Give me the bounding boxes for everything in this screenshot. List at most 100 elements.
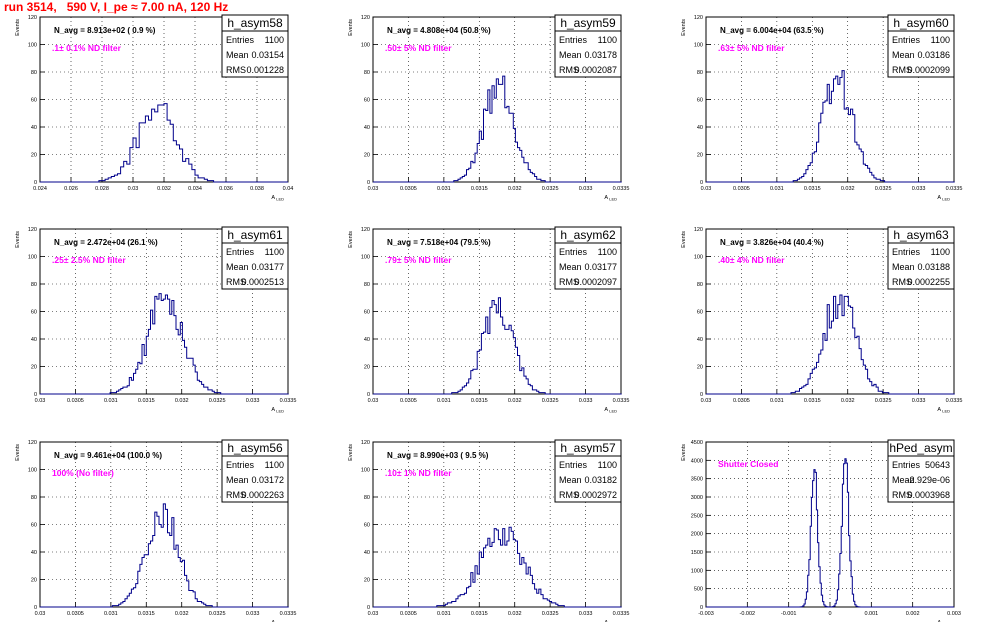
filter-label: .79± 5% ND filter (385, 255, 452, 265)
stat-key: RMS (892, 65, 912, 75)
x-axis-label: A LED (937, 407, 950, 414)
y-tick-label: 60 (697, 98, 703, 104)
y-tick-label: 100 (361, 255, 370, 261)
stat-value: 0.0002513 (241, 277, 284, 287)
y-tick-label: 60 (364, 523, 370, 529)
stat-key: Mean (226, 475, 249, 485)
x-tick-label: 0.038 (250, 186, 264, 192)
histogram-name: hPed_asym (889, 441, 952, 455)
x-tick-label: 0.03 (368, 398, 379, 404)
histogram-line (40, 503, 289, 608)
histogram-panel-h_asym58: 0 20 40 60 80 100 120 Events 0.024 0.026 0.028 0.03… (15, 14, 293, 202)
x-tick-label: 0.032 (157, 186, 171, 192)
stat-value: 0.03186 (917, 50, 950, 60)
x-tick-label: 0.0325 (875, 398, 892, 404)
x-tick-label: 0.002 (906, 611, 920, 617)
histogram-panel-h_asym63: 0 20 40 60 80 100 120 Events 0.03 0.0305 0.031 0.03… (681, 226, 962, 414)
x-axis-label: A LED (271, 195, 284, 202)
x-tick-label: 0.0325 (875, 186, 892, 192)
x-axis-label: A LED (604, 195, 617, 202)
stat-key: Entries (892, 460, 921, 470)
n-avg-label: N_avg = 4.808e+04 (50.8 %) (387, 26, 491, 35)
y-tick-label: 120 (361, 440, 370, 446)
x-tick-label: 0.03 (701, 186, 712, 192)
y-tick-label: 120 (694, 227, 703, 233)
y-tick-label: 3000 (691, 495, 703, 501)
stats-box (554, 226, 622, 290)
stat-key: Entries (559, 247, 588, 257)
histogram-name: h_asym61 (227, 228, 283, 242)
y-tick-label: 120 (361, 227, 370, 233)
y-tick-label: 60 (364, 98, 370, 104)
x-tick-label: 0.0305 (400, 398, 417, 404)
histogram-panel-h_asym56: 0 20 40 60 80 100 120 Events 0.03 0.0305 0.031 0.03… (15, 439, 297, 622)
y-tick-label: 100 (694, 43, 703, 49)
x-tick-label: 0.03 (35, 611, 46, 617)
histogram-line (40, 103, 288, 183)
y-tick-label: 20 (364, 578, 370, 584)
filter-label: .25± 2.5% ND filter (52, 255, 126, 265)
x-tick-label: 0.0335 (613, 186, 630, 192)
x-tick-label: 0.033 (912, 398, 926, 404)
stat-value: 1100 (931, 35, 950, 45)
n-avg-label: N_avg = 2.472e+04 (26.1 %) (54, 238, 158, 247)
x-tick-label: -0.001 (781, 611, 797, 617)
y-tick-label: 0 (34, 392, 37, 398)
x-tick-label: 0.024 (33, 186, 47, 192)
histogram-panel-h_asym62: 0 20 40 60 80 100 120 Events 0.03 0.0305 0.031 0.03… (348, 226, 629, 414)
x-tick-label: 0.032 (841, 398, 855, 404)
y-axis-label: Events (348, 231, 354, 248)
x-tick-label: 0.0335 (280, 611, 297, 617)
histogram-panel-h_asym57: 0 20 40 60 80 100 120 Events 0.03 0.0305 0.031 0.03… (348, 439, 629, 622)
stats-box (221, 439, 289, 503)
y-tick-label: 20 (697, 153, 703, 159)
y-tick-label: 40 (697, 125, 703, 131)
x-tick-label: 0.003 (947, 611, 961, 617)
x-tick-label: 0.033 (579, 398, 593, 404)
stat-key: Mean (559, 262, 582, 272)
stat-value: 0.0002972 (574, 490, 617, 500)
y-tick-label: 80 (364, 495, 370, 501)
filter-label: .50± 5% ND filter (385, 43, 452, 53)
x-tick-label: 0.0315 (138, 398, 155, 404)
histogram-line (706, 458, 954, 608)
stat-value: 1100 (265, 460, 284, 470)
y-axis-label: Events (15, 19, 21, 36)
x-tick-label: 0.026 (64, 186, 78, 192)
stat-value: 1100 (598, 460, 617, 470)
x-tick-label: -0.002 (740, 611, 756, 617)
x-tick-label: 0.0335 (280, 398, 297, 404)
y-tick-label: 60 (697, 310, 703, 316)
x-tick-label: 0.032 (508, 186, 522, 192)
stat-key: RMS (226, 277, 246, 287)
stat-value: 0.03182 (584, 475, 617, 485)
stat-value: 50643 (925, 460, 950, 470)
x-tick-label: 0.0305 (67, 398, 84, 404)
filter-label: 100% (No filter) (52, 468, 114, 478)
y-tick-label: 40 (364, 337, 370, 343)
stat-value: 1100 (265, 35, 284, 45)
x-tick-label: 0.033 (579, 611, 593, 617)
y-tick-label: 100 (28, 468, 37, 474)
stat-value: 0.0002263 (241, 490, 284, 500)
stat-key: Entries (226, 35, 255, 45)
histogram-name: h_asym58 (227, 16, 283, 30)
y-axis-label: Events (348, 19, 354, 36)
histogram-name: h_asym62 (560, 228, 616, 242)
x-tick-label: 0.0315 (138, 611, 155, 617)
x-tick-label: 0.032 (175, 398, 189, 404)
stat-key: RMS (559, 490, 579, 500)
x-tick-label: 0.0325 (209, 398, 226, 404)
x-tick-label: 0.0315 (471, 186, 488, 192)
n-avg-label: N_avg = 6.004e+04 (63.5 %) (720, 26, 824, 35)
y-tick-label: 0 (367, 180, 370, 186)
x-tick-label: 0.0325 (542, 611, 559, 617)
histogram-line (373, 75, 622, 183)
x-tick-label: 0.033 (912, 186, 926, 192)
y-tick-label: 120 (694, 15, 703, 21)
y-tick-label: 120 (28, 227, 37, 233)
y-tick-label: 60 (31, 98, 37, 104)
filter-label: .40± 4% ND filter (718, 255, 785, 265)
n-avg-label: N_avg = 8.990e+03 ( 9.5 %) (387, 451, 489, 460)
stat-value: 0.0002099 (907, 65, 950, 75)
